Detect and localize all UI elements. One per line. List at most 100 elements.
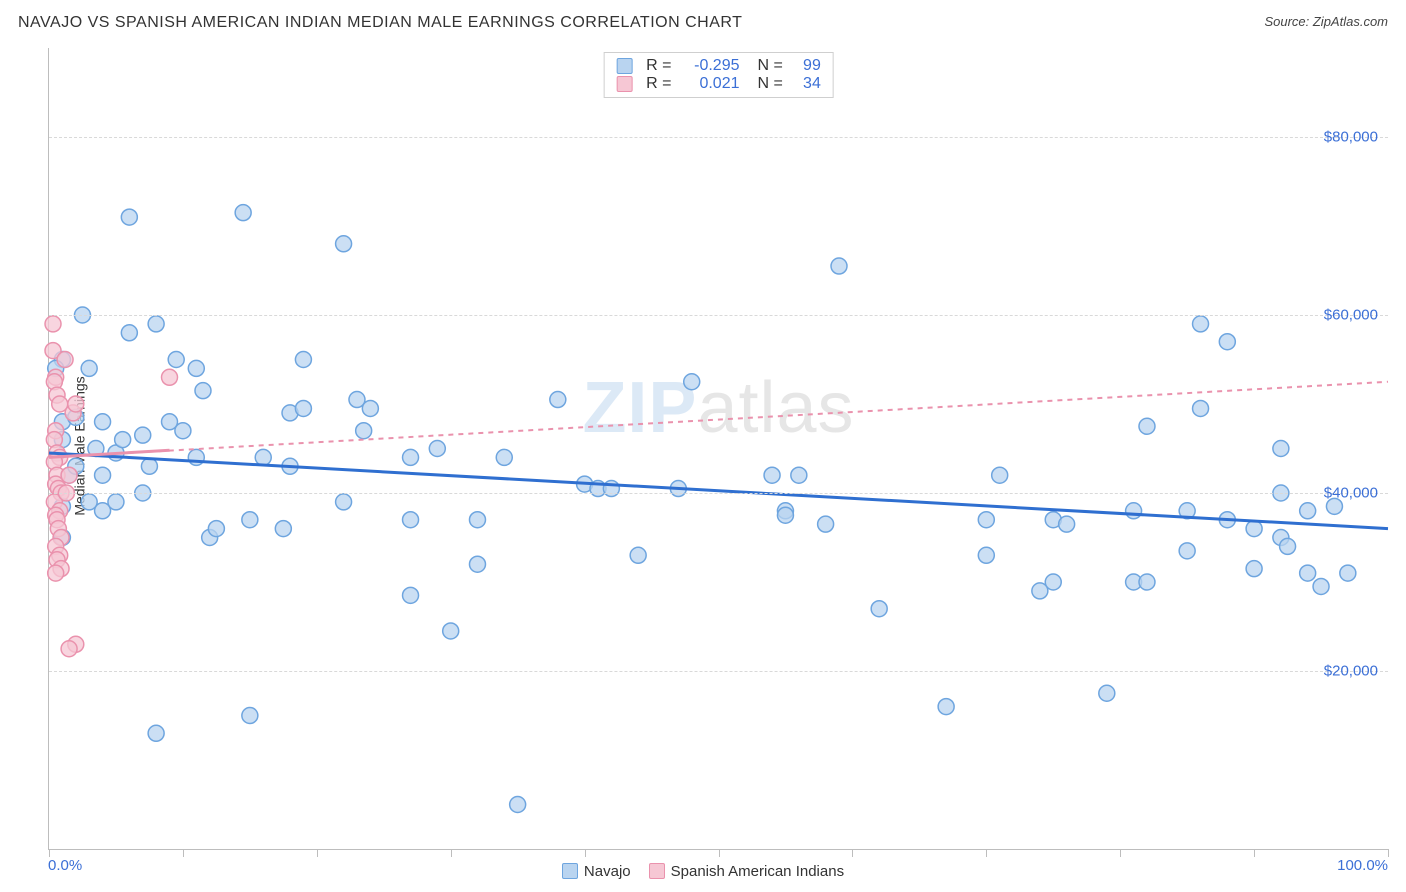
data-point xyxy=(45,316,61,332)
data-point xyxy=(403,449,419,465)
y-tick-label: $80,000 xyxy=(1324,129,1378,146)
data-point xyxy=(1313,578,1329,594)
x-tick xyxy=(986,849,987,857)
data-point xyxy=(135,427,151,443)
data-point xyxy=(95,414,111,430)
data-point xyxy=(443,623,459,639)
data-point xyxy=(1300,503,1316,519)
data-point xyxy=(235,205,251,221)
data-point xyxy=(336,236,352,252)
data-point xyxy=(1280,538,1296,554)
source-credit: Source: ZipAtlas.com xyxy=(1264,14,1388,29)
y-tick-label: $60,000 xyxy=(1324,307,1378,324)
data-point xyxy=(148,316,164,332)
data-point xyxy=(195,383,211,399)
scatter-svg xyxy=(49,48,1388,849)
data-point xyxy=(871,601,887,617)
data-point xyxy=(992,467,1008,483)
regression-line xyxy=(49,382,1388,458)
data-point xyxy=(1126,503,1142,519)
data-point xyxy=(115,432,131,448)
data-point xyxy=(1219,334,1235,350)
x-tick xyxy=(719,849,720,857)
data-point xyxy=(95,467,111,483)
data-point xyxy=(57,352,73,368)
data-point xyxy=(469,556,485,572)
data-point xyxy=(1139,574,1155,590)
data-point xyxy=(1179,543,1195,559)
data-point xyxy=(1099,685,1115,701)
x-tick xyxy=(451,849,452,857)
data-point xyxy=(81,360,97,376)
legend-swatch xyxy=(562,863,578,879)
data-point xyxy=(429,441,445,457)
data-point xyxy=(1300,565,1316,581)
data-point xyxy=(978,547,994,563)
data-point xyxy=(295,400,311,416)
data-point xyxy=(295,352,311,368)
data-point xyxy=(1193,400,1209,416)
data-point xyxy=(496,449,512,465)
legend-item: Spanish American Indians xyxy=(649,863,844,880)
data-point xyxy=(68,396,84,412)
data-point xyxy=(1193,316,1209,332)
data-point xyxy=(1139,418,1155,434)
data-point xyxy=(48,565,64,581)
data-point xyxy=(791,467,807,483)
data-point xyxy=(356,423,372,439)
data-point xyxy=(818,516,834,532)
data-point xyxy=(255,449,271,465)
data-point xyxy=(777,507,793,523)
data-point xyxy=(831,258,847,274)
data-point xyxy=(275,521,291,537)
data-point xyxy=(1059,516,1075,532)
x-tick xyxy=(183,849,184,857)
data-point xyxy=(108,494,124,510)
data-point xyxy=(403,587,419,603)
x-tick xyxy=(852,849,853,857)
data-point xyxy=(168,352,184,368)
data-point xyxy=(175,423,191,439)
data-point xyxy=(148,725,164,741)
x-tick xyxy=(1254,849,1255,857)
data-point xyxy=(1246,561,1262,577)
legend-label: Spanish American Indians xyxy=(671,863,844,880)
plot-area: ZIPatlas R =-0.295N =99R =0.021N =34 $20… xyxy=(48,48,1388,850)
chart-title: NAVAJO VS SPANISH AMERICAN INDIAN MEDIAN… xyxy=(18,14,742,32)
gridline xyxy=(49,315,1388,316)
y-tick-label: $20,000 xyxy=(1324,663,1378,680)
data-point xyxy=(242,512,258,528)
data-point xyxy=(188,360,204,376)
data-point xyxy=(61,641,77,657)
data-point xyxy=(208,521,224,537)
data-point xyxy=(362,400,378,416)
data-point xyxy=(403,512,419,528)
data-point xyxy=(550,392,566,408)
legend-swatch xyxy=(649,863,665,879)
data-point xyxy=(938,699,954,715)
gridline xyxy=(49,493,1388,494)
data-point xyxy=(162,369,178,385)
data-point xyxy=(141,458,157,474)
data-point xyxy=(1340,565,1356,581)
data-point xyxy=(61,467,77,483)
y-tick-label: $40,000 xyxy=(1324,485,1378,502)
data-point xyxy=(630,547,646,563)
chart-header: NAVAJO VS SPANISH AMERICAN INDIAN MEDIAN… xyxy=(0,0,1406,48)
data-point xyxy=(1246,521,1262,537)
data-point xyxy=(684,374,700,390)
x-tick xyxy=(317,849,318,857)
legend-item: Navajo xyxy=(562,863,631,880)
x-tick xyxy=(1120,849,1121,857)
data-point xyxy=(1273,441,1289,457)
gridline xyxy=(49,137,1388,138)
data-point xyxy=(764,467,780,483)
data-point xyxy=(121,209,137,225)
series-legend: Navajo Spanish American Indians xyxy=(0,863,1406,880)
legend-label: Navajo xyxy=(584,863,631,880)
gridline xyxy=(49,671,1388,672)
x-tick xyxy=(49,849,50,857)
data-point xyxy=(978,512,994,528)
data-point xyxy=(121,325,137,341)
data-point xyxy=(242,708,258,724)
